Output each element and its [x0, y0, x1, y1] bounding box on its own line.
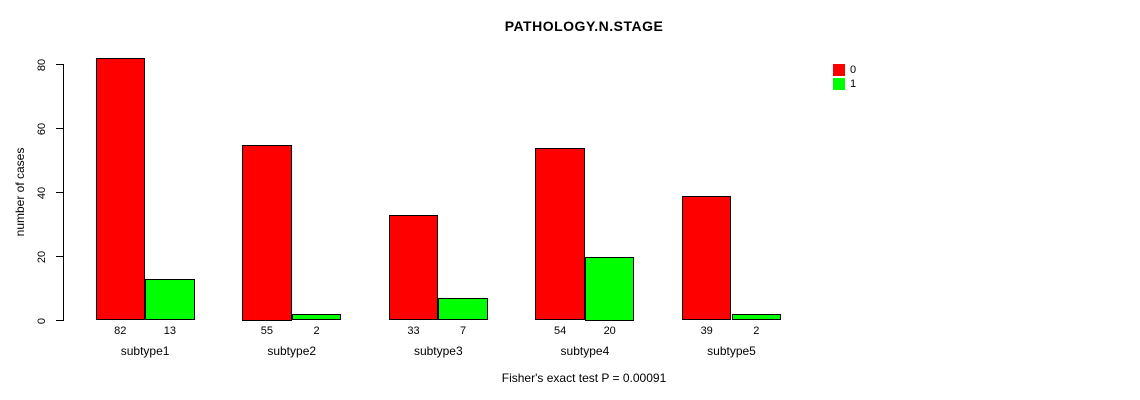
bar-value-label: 13 — [163, 325, 177, 337]
y-tick-mark — [56, 256, 63, 257]
x-category-label-subtype1: subtype1 — [120, 344, 170, 358]
y-tick-mark — [56, 320, 63, 321]
fisher-test-annotation: Fisher's exact test P = 0.00091 — [501, 371, 667, 385]
y-tick-mark — [56, 128, 63, 129]
bar-value-label: 54 — [553, 325, 567, 337]
bar-series1-subtype2 — [291, 314, 342, 321]
bar-value-label: 82 — [114, 325, 127, 337]
y-tick-label: 60 — [36, 122, 48, 135]
y-tick-label: 40 — [36, 186, 48, 199]
bar-value-label: 2 — [753, 325, 760, 337]
legend-label: 0 — [850, 63, 857, 76]
bar-value-label: 2 — [313, 325, 320, 337]
bar-value-label: 39 — [700, 325, 713, 337]
y-axis-line — [63, 64, 64, 321]
x-category-label-subtype5: subtype5 — [707, 344, 756, 358]
bar-series0-subtype4 — [535, 147, 585, 321]
bar-series0-subtype5 — [681, 195, 732, 321]
x-category-label-subtype4: subtype4 — [560, 344, 610, 358]
bar-series0-subtype1 — [95, 58, 146, 321]
bar-series1-subtype1 — [145, 278, 195, 321]
y-tick-mark — [56, 64, 63, 65]
y-tick-label: 80 — [36, 58, 48, 71]
bar-series0-subtype2 — [242, 144, 292, 321]
chart-title: PATHOLOGY.N.STAGE — [504, 18, 664, 34]
legend-label: 1 — [850, 77, 857, 90]
legend-item-0: 0 — [833, 63, 856, 76]
bar-series0-subtype3 — [388, 214, 439, 321]
bar-series1-subtype5 — [731, 314, 782, 321]
legend-item-1: 1 — [833, 77, 856, 90]
y-axis-title: number of cases — [13, 147, 27, 237]
x-category-label-subtype3: subtype3 — [413, 344, 463, 358]
y-tick-mark — [56, 192, 63, 193]
bar-value-label: 33 — [407, 325, 420, 337]
legend-swatch-icon — [833, 77, 845, 90]
x-category-label-subtype2: subtype2 — [267, 344, 317, 358]
bar-series1-subtype3 — [438, 298, 488, 321]
y-tick-label: 20 — [36, 250, 48, 263]
bar-series1-subtype4 — [584, 256, 635, 321]
legend-swatch-icon — [833, 63, 845, 76]
bar-value-label: 20 — [603, 325, 616, 337]
y-tick-label: 0 — [36, 317, 48, 324]
bar-value-label: 7 — [460, 325, 467, 337]
bar-value-label: 55 — [260, 325, 274, 337]
